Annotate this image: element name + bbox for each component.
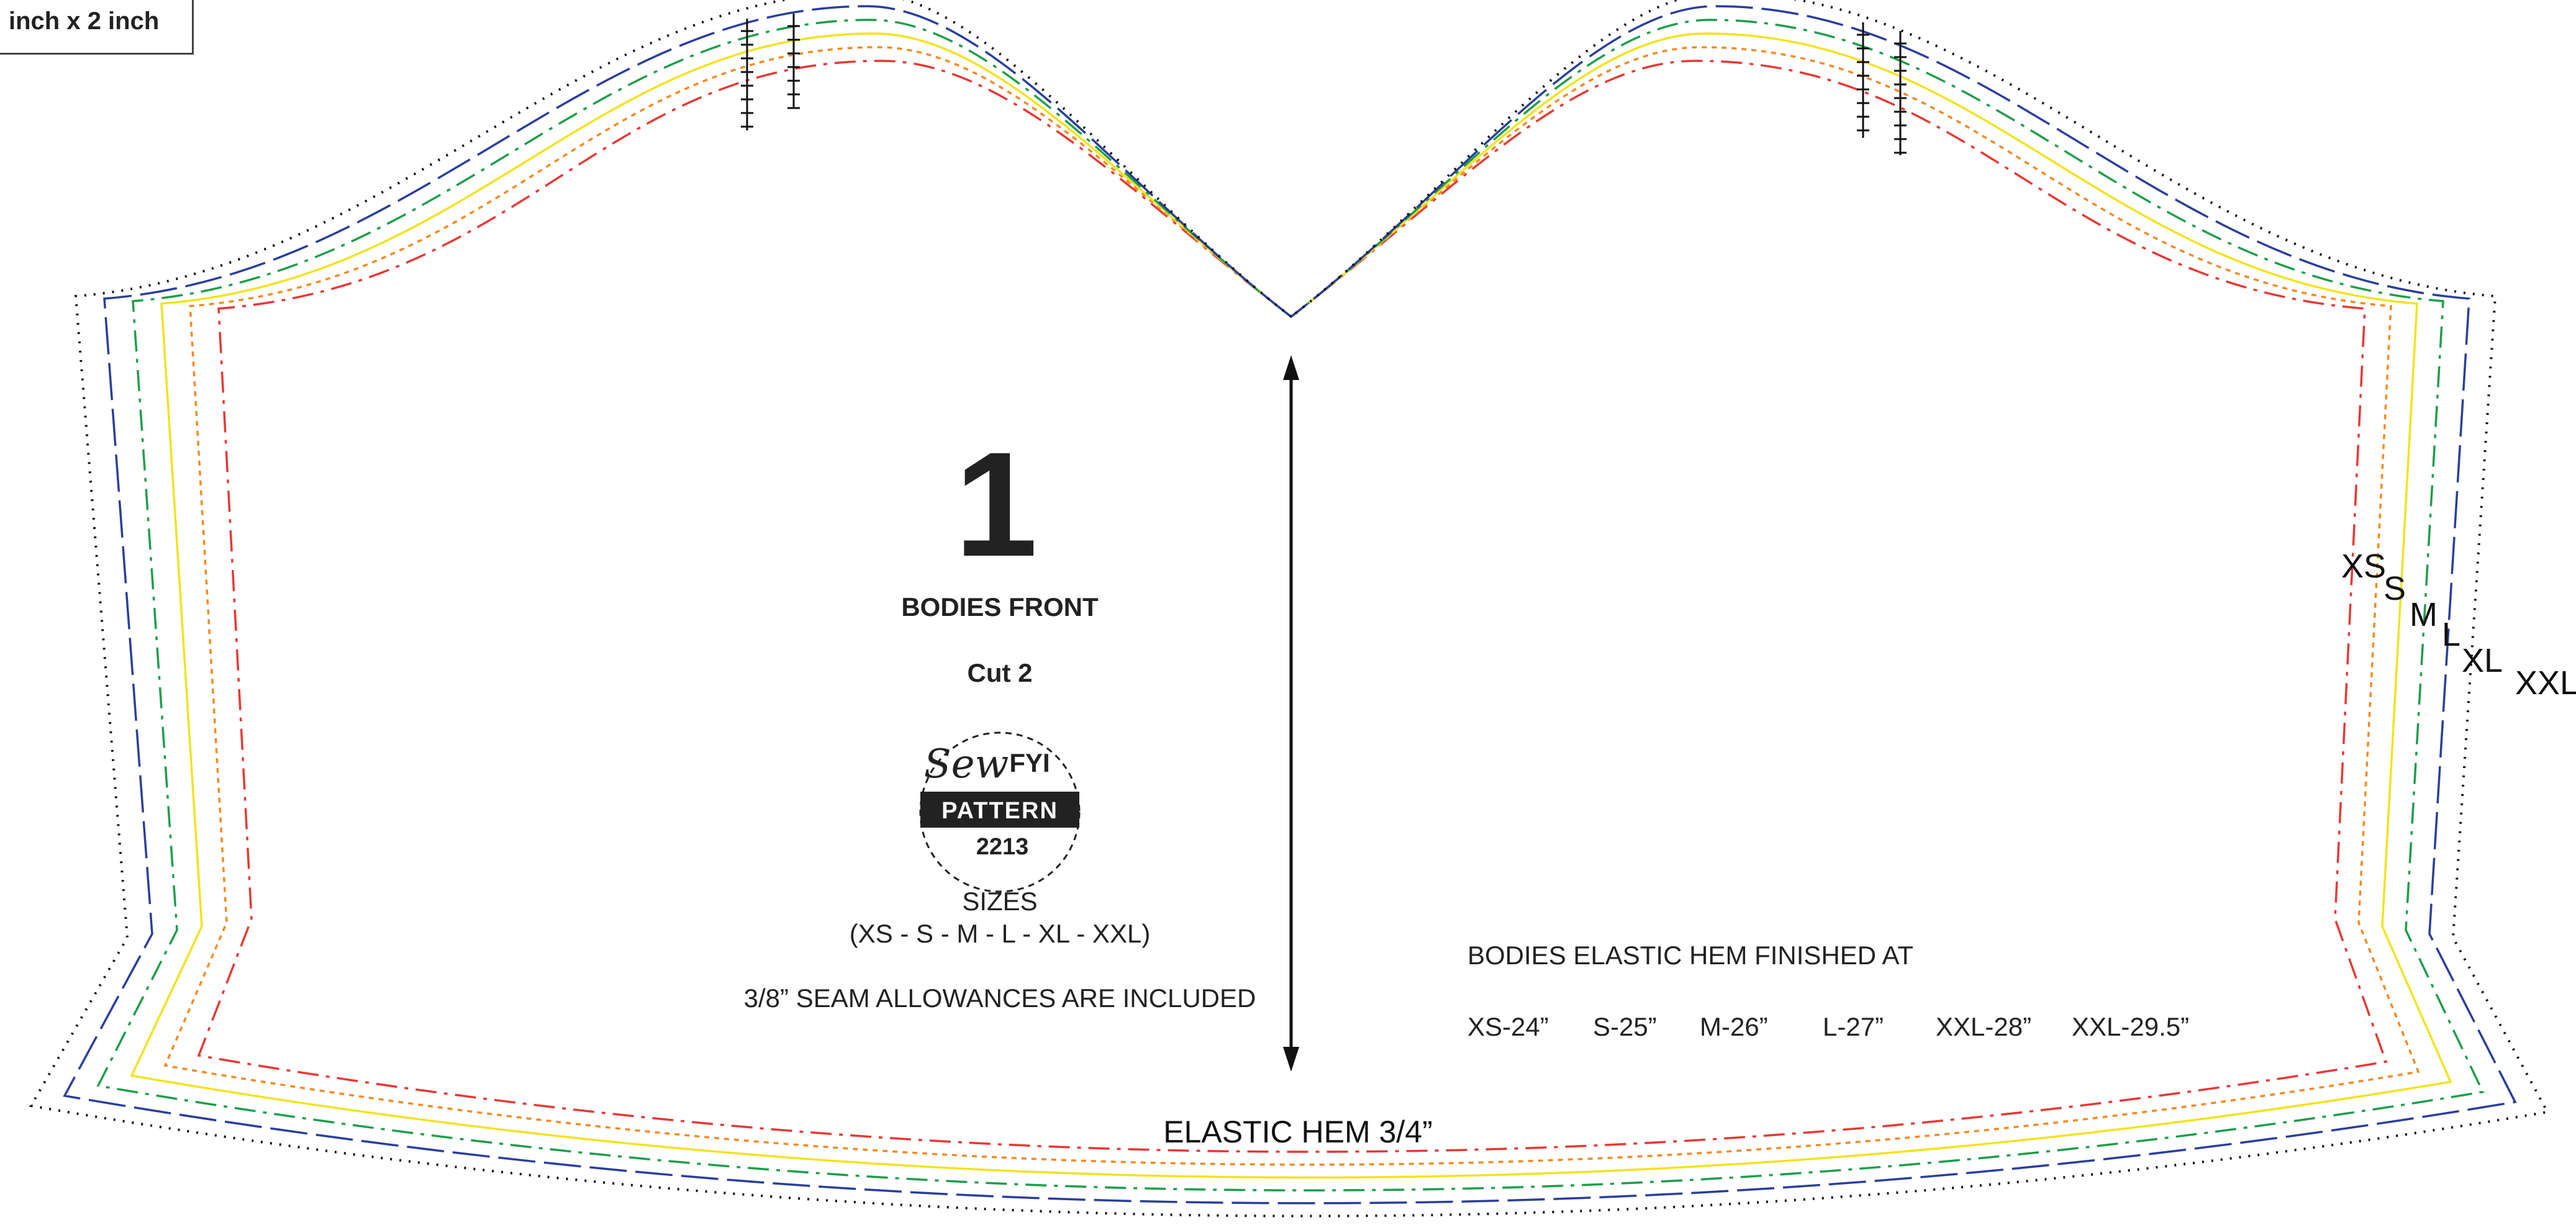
size-labels: XS S M L XL XXL <box>2341 548 2576 702</box>
logo-band <box>920 792 1079 828</box>
size-label-xxl: XXL <box>2515 664 2576 702</box>
grainline-arrowhead-top <box>1283 355 1299 380</box>
size-label-xl: XL <box>2462 642 2503 679</box>
hem-size-xs: XS-24” <box>1467 1012 1549 1041</box>
size-label-l: L <box>2442 616 2460 653</box>
hem-size-m: M-26” <box>1700 1012 1768 1041</box>
size-label-s: S <box>2383 570 2406 607</box>
size-label-m: M <box>2410 596 2438 633</box>
outline-xl <box>63 5 2517 1205</box>
elastic-hem-label: ELASTIC HEM 3/4” <box>1163 1115 1432 1149</box>
hem-size-xxl: XXL-29.5” <box>2072 1012 2189 1041</box>
logo-brand: FYI <box>1009 748 1050 777</box>
seam-allowance-note: 3/8” SEAM ALLOWANCES ARE INCLUDED <box>744 984 1256 1013</box>
cut-count: Cut 2 <box>968 658 1033 687</box>
logo-band-text: PATTERN <box>941 798 1058 824</box>
sizes-heading: SIZES <box>962 887 1037 916</box>
outline-xs <box>197 60 2388 1153</box>
hem-size-xl: XXL-28” <box>1936 1012 2031 1041</box>
sizes-list: (XS - S - M - L - XL - XXL) <box>850 919 1151 948</box>
outline-l <box>96 19 2485 1192</box>
size-label-xs: XS <box>2341 548 2386 585</box>
scale-reference-label: inch x 2 inch <box>0 0 194 55</box>
hem-size-l: L-27” <box>1823 1012 1884 1041</box>
logo-pattern-code: 2213 <box>976 834 1029 860</box>
piece-info: 1 BODIES FRONT Cut 2 Sew FYI PATTERN 221… <box>744 421 1256 1013</box>
size-outlines <box>29 0 2550 1218</box>
outline-s <box>163 46 2420 1166</box>
piece-name: BODIES FRONT <box>901 592 1099 622</box>
grainline-arrowhead-bottom <box>1283 1047 1299 1072</box>
shoulder-notches <box>741 14 1907 155</box>
piece-number: 1 <box>955 421 1037 587</box>
hem-size-s: S-25” <box>1593 1012 1657 1041</box>
logo-script: Sew <box>924 741 1009 787</box>
sewfyi-logo: Sew FYI PATTERN 2213 <box>919 731 1081 893</box>
outline-m <box>130 32 2452 1179</box>
hem-finished-heading: BODIES ELASTIC HEM FINISHED AT <box>1467 941 1913 970</box>
hem-finished-sizes: XS-24” S-25” M-26” L-27” XXL-28” XXL-29.… <box>1467 1012 2189 1041</box>
grainline-arrow <box>1283 355 1299 1072</box>
